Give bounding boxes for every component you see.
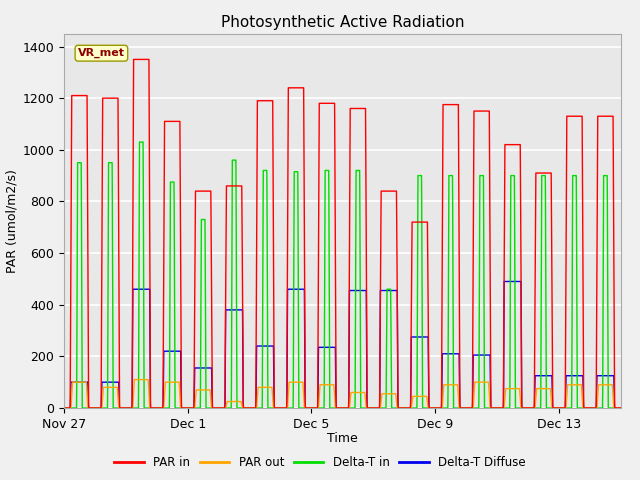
Delta-T in: [216, 405, 223, 411]
PAR out: [131, 377, 138, 383]
Y-axis label: PAR (umol/m2/s): PAR (umol/m2/s): [5, 169, 18, 273]
PAR out: [406, 405, 414, 411]
PAR out: [216, 405, 223, 411]
PAR out: [564, 382, 572, 388]
Delta-T Diffuse: [179, 405, 187, 411]
PAR in: [397, 405, 404, 411]
Delta-T in: [564, 405, 572, 411]
PAR in: [564, 113, 572, 119]
PAR out: [617, 405, 625, 411]
PAR in: [60, 405, 68, 411]
PAR out: [397, 405, 404, 411]
Delta-T in: [60, 405, 68, 411]
PAR in: [216, 405, 223, 411]
Delta-T Diffuse: [397, 405, 404, 411]
PAR in: [180, 405, 188, 411]
PAR out: [617, 405, 625, 411]
Line: Delta-T in: Delta-T in: [64, 142, 621, 408]
PAR in: [130, 57, 138, 62]
Delta-T in: [617, 405, 625, 411]
PAR in: [617, 405, 625, 411]
Line: Delta-T Diffuse: Delta-T Diffuse: [64, 281, 621, 408]
PAR in: [406, 401, 414, 407]
Delta-T Diffuse: [406, 405, 414, 411]
Text: VR_met: VR_met: [78, 48, 125, 59]
Delta-T Diffuse: [617, 405, 625, 411]
Delta-T in: [136, 139, 143, 145]
Delta-T Diffuse: [564, 373, 572, 379]
X-axis label: Time: Time: [327, 432, 358, 445]
PAR in: [617, 405, 625, 411]
Delta-T Diffuse: [60, 405, 68, 411]
Delta-T Diffuse: [216, 405, 223, 411]
Delta-T in: [180, 405, 188, 411]
Delta-T in: [406, 405, 414, 411]
Line: PAR out: PAR out: [64, 380, 621, 408]
Line: PAR in: PAR in: [64, 60, 621, 408]
Delta-T in: [397, 405, 404, 411]
Title: Photosynthetic Active Radiation: Photosynthetic Active Radiation: [221, 15, 464, 30]
Delta-T Diffuse: [617, 405, 625, 411]
PAR out: [180, 405, 188, 411]
Delta-T Diffuse: [500, 278, 508, 284]
Legend: PAR in, PAR out, Delta-T in, Delta-T Diffuse: PAR in, PAR out, Delta-T in, Delta-T Dif…: [109, 452, 531, 474]
PAR out: [60, 405, 68, 411]
Delta-T in: [617, 405, 625, 411]
